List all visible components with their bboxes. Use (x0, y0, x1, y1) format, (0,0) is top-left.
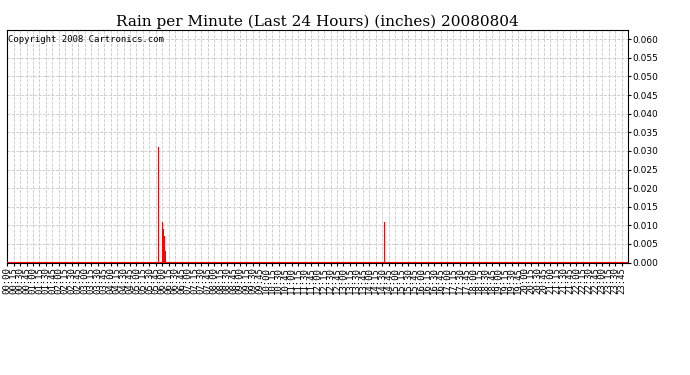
Text: Copyright 2008 Cartronics.com: Copyright 2008 Cartronics.com (8, 34, 164, 44)
Title: Rain per Minute (Last 24 Hours) (inches) 20080804: Rain per Minute (Last 24 Hours) (inches)… (116, 15, 519, 29)
